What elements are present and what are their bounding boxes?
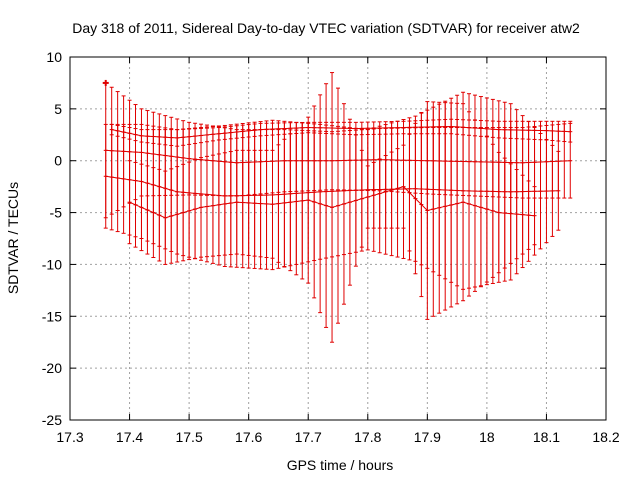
x-axis-label: GPS time / hours xyxy=(287,457,394,473)
y-tick-label: -10 xyxy=(42,256,62,272)
x-tick-label: 17.7 xyxy=(295,429,322,445)
x-tick-label: 17.3 xyxy=(56,429,83,445)
plot-frame xyxy=(69,56,607,421)
series-sat4 xyxy=(127,72,537,343)
x-tick-label: 18.2 xyxy=(592,429,619,445)
x-tick-label: 18.1 xyxy=(533,429,560,445)
x-tick-label: 18 xyxy=(479,429,495,445)
x-tick-label: 17.8 xyxy=(354,429,381,445)
chart-title: Day 318 of 2011, Sidereal Day-to-day VTE… xyxy=(72,20,580,36)
x-tick-label: 17.4 xyxy=(116,429,143,445)
y-tick-label: -5 xyxy=(50,205,63,221)
x-tick-label: 17.5 xyxy=(175,429,202,445)
y-tick-label: 5 xyxy=(54,101,62,117)
y-tick-label: 10 xyxy=(46,49,62,65)
y-tick-label: 0 xyxy=(54,153,62,169)
y-tick-label: -15 xyxy=(42,308,62,324)
plot-data xyxy=(102,72,573,343)
y-tick-label: -25 xyxy=(42,412,62,428)
x-tick-label: 17.9 xyxy=(414,429,441,445)
y-axis-label: SDTVAR / TECUs xyxy=(5,182,21,294)
x-tick-label: 17.6 xyxy=(235,429,262,445)
y-tick-label: -20 xyxy=(42,360,62,376)
axes-ticks: 17.3 17.4 17.5 17.6 17.7 17.8 17.9 18 18.1 18.2 10… xyxy=(42,49,620,445)
